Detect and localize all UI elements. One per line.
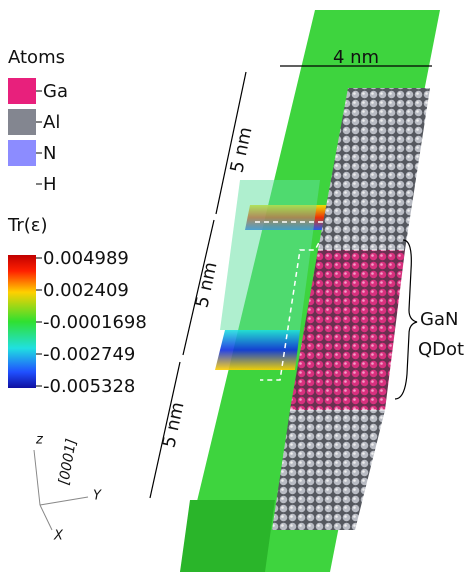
legend-title: Atoms (8, 47, 65, 68)
axis-label: X (53, 529, 64, 544)
colorbar-label: -0.005328 (43, 376, 135, 397)
colorbar-label: 0.002409 (43, 280, 129, 301)
atom-columns (272, 88, 430, 530)
height-label: 5 nm (158, 400, 188, 449)
axis-label: Y (93, 489, 102, 504)
legend-item: Ga (43, 81, 68, 102)
height-label: 5 nm (226, 125, 256, 174)
annotation: QDot (418, 339, 464, 360)
colorbar-label: -0.0001698 (43, 312, 147, 333)
annotation: GaN (420, 309, 458, 330)
colorbar-title: Tr(ε) (7, 215, 48, 236)
axis-label: z (35, 433, 44, 448)
width-label: 4 nm (333, 47, 379, 68)
height-label: 5 nm (191, 260, 221, 309)
colorbar: Tr(ε) 0.004989 0.002409 -0.0001698 -0.00… (7, 215, 147, 397)
legend-item: Al (43, 112, 60, 133)
axis-label: [0001] (56, 438, 80, 487)
colorbar-label: 0.004989 (43, 248, 129, 269)
legend-item: N (43, 143, 56, 164)
axes-triad (33, 449, 89, 531)
colorbar-label: -0.002749 (43, 344, 135, 365)
dimension-lines (149, 65, 432, 499)
legend-item: H (43, 174, 57, 195)
atom-legend: Atoms Ga Al N H (8, 47, 68, 195)
